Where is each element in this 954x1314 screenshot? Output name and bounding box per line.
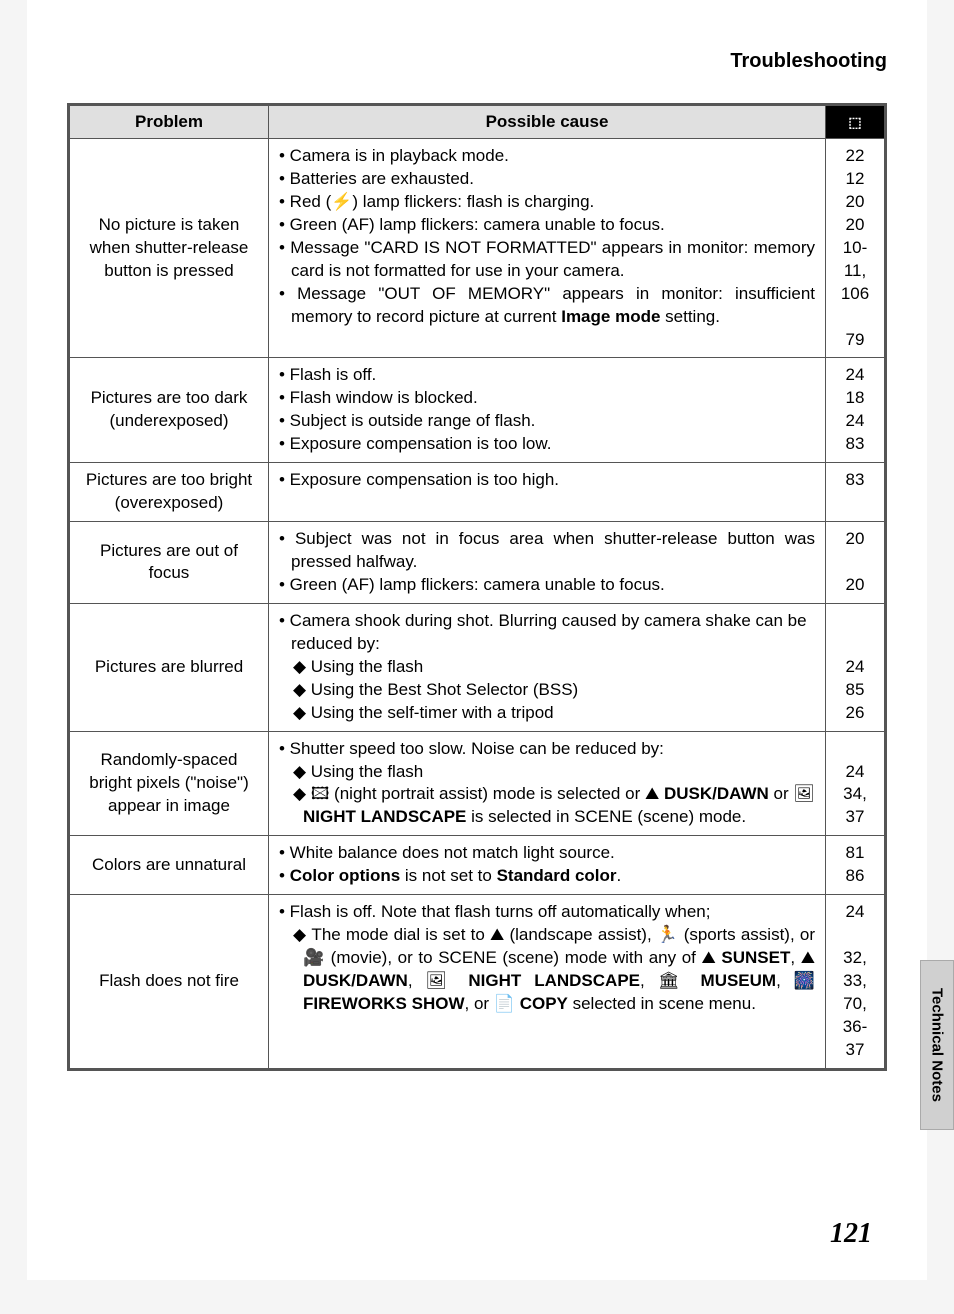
cause-line: • Green (AF) lamp flickers: camera unabl… — [279, 214, 815, 237]
side-tab: Technical Notes — [920, 960, 954, 1130]
cause-cell: • Flash is off. Note that flash turns of… — [269, 895, 826, 1070]
table-row: Pictures are out of focus• Subject was n… — [69, 522, 886, 604]
page-ref-cell: 83 — [826, 463, 886, 522]
cause-line: ◆ 🖾 (night portrait assist) mode is sele… — [279, 783, 815, 829]
cause-line: • Subject is outside range of flash. — [279, 410, 815, 433]
page-ref-cell: 24 32, 33, 70, 36-37 — [826, 895, 886, 1070]
page-container: Troubleshooting Problem Possible cause ⬚… — [27, 0, 927, 1280]
problem-cell: Pictures are out of focus — [69, 522, 269, 604]
table-header-row: Problem Possible cause ⬚ — [69, 105, 886, 139]
table-row: No picture is taken when shutter-release… — [69, 139, 886, 358]
cause-cell: • Subject was not in focus area when shu… — [269, 522, 826, 604]
cause-cell: • Exposure compensation is too high. — [269, 463, 826, 522]
table-row: Pictures are blurred• Camera shook durin… — [69, 603, 886, 731]
table-row: Pictures are too dark (underexposed)• Fl… — [69, 358, 886, 463]
table-body: No picture is taken when shutter-release… — [69, 139, 886, 1070]
cause-line: • Color options is not set to Standard c… — [279, 865, 815, 888]
problem-cell: Pictures are too bright (overexposed) — [69, 463, 269, 522]
cause-cell: • Shutter speed too slow. Noise can be r… — [269, 731, 826, 836]
cause-cell: • White balance does not match light sou… — [269, 836, 826, 895]
cause-line: ◆ Using the flash — [279, 656, 815, 679]
problem-cell: Randomly-spaced bright pixels ("noise") … — [69, 731, 269, 836]
table-row: Pictures are too bright (overexposed) • E… — [69, 463, 886, 522]
cause-line: ◆ Using the flash — [279, 761, 815, 784]
cause-line: ◆ Using the self-timer with a tripod — [279, 702, 815, 725]
cause-cell: • Camera is in playback mode.• Batteries… — [269, 139, 826, 358]
cause-line: • Message "OUT OF MEMORY" appears in mon… — [279, 283, 815, 329]
problem-cell: Colors are unnatural — [69, 836, 269, 895]
cause-cell: • Camera shook during shot. Blurring cau… — [269, 603, 826, 731]
cause-line: • Green (AF) lamp flickers: camera unabl… — [279, 574, 815, 597]
troubleshooting-table: Problem Possible cause ⬚ No picture is t… — [67, 103, 887, 1071]
page-ref-cell: 24 34, 37 — [826, 731, 886, 836]
table-row: Colors are unnatural • White balance does… — [69, 836, 886, 895]
table-row: Randomly-spaced bright pixels ("noise") … — [69, 731, 886, 836]
cause-line: ◆ Using the Best Shot Selector (BSS) — [279, 679, 815, 702]
cause-cell: • Flash is off.• Flash window is blocked… — [269, 358, 826, 463]
cause-line: • Flash is off. Note that flash turns of… — [279, 901, 815, 924]
cause-line: • Subject was not in focus area when shu… — [279, 528, 815, 574]
page-ref-cell: 24 85 26 — [826, 603, 886, 731]
cause-line: • Red (⚡) lamp flickers: flash is chargi… — [279, 191, 815, 214]
page-title: Troubleshooting — [67, 50, 887, 103]
cause-line: • Camera is in playback mode. — [279, 145, 815, 168]
cause-line: • Exposure compensation is too low. — [279, 433, 815, 456]
table-row: Flash does not fire • Flash is off. Note … — [69, 895, 886, 1070]
problem-cell: Pictures are too dark (underexposed) — [69, 358, 269, 463]
col-page-ref: ⬚ — [826, 105, 886, 139]
cause-line: • Exposure compensation is too high. — [279, 469, 815, 492]
cause-line: • Message "CARD IS NOT FORMATTED" appear… — [279, 237, 815, 283]
page-number: 121 — [830, 1218, 872, 1250]
page-ref-cell: 22 12 20 20 10-11, 106 79 — [826, 139, 886, 358]
problem-cell: Flash does not fire — [69, 895, 269, 1070]
cause-line: • Flash window is blocked. — [279, 387, 815, 410]
cause-line: ◆ The mode dial is set to ⛰ (landscape a… — [279, 924, 815, 1016]
page-ref-cell: 81 86 — [826, 836, 886, 895]
problem-cell: No picture is taken when shutter-release… — [69, 139, 269, 358]
cause-line: • Flash is off. — [279, 364, 815, 387]
cause-line: • Batteries are exhausted. — [279, 168, 815, 191]
side-tab-label: Technical Notes — [929, 988, 946, 1102]
cause-line: • Shutter speed too slow. Noise can be r… — [279, 738, 815, 761]
cause-line: • White balance does not match light sou… — [279, 842, 815, 865]
page-ref-cell: 24 18 24 83 — [826, 358, 886, 463]
col-cause: Possible cause — [269, 105, 826, 139]
problem-cell: Pictures are blurred — [69, 603, 269, 731]
col-problem: Problem — [69, 105, 269, 139]
page-ref-cell: 20 20 — [826, 522, 886, 604]
cause-line: • Camera shook during shot. Blurring cau… — [279, 610, 815, 656]
